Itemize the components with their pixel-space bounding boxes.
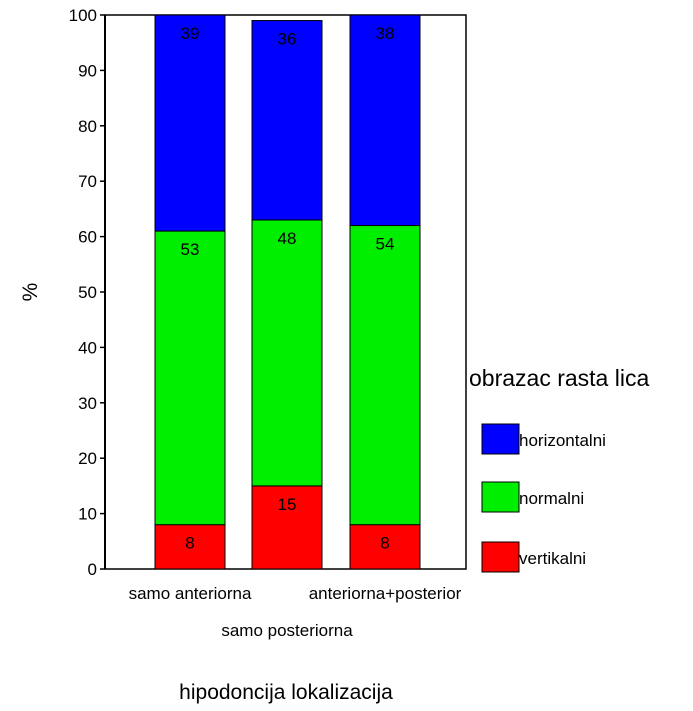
bar-segment-horizontalni: [349, 14, 421, 227]
x-category-label: anteriorna+posterior: [309, 584, 462, 603]
x-category-label: samo anteriorna: [129, 584, 252, 603]
data-label-horizontalni: 38: [376, 24, 395, 43]
y-tick-label: 90: [78, 61, 97, 80]
y-tick-label: 80: [78, 117, 97, 136]
bar-segment-normalni: [251, 219, 323, 487]
data-label-vertikalni: 8: [380, 534, 389, 553]
legend-swatch-horizontalni: [481, 423, 520, 455]
legend-label-normalni: normalni: [519, 489, 584, 508]
data-label-vertikalni: 15: [278, 495, 297, 514]
y-tick-label: 40: [78, 338, 97, 357]
legend-swatch-vertikalni: [481, 541, 520, 573]
bar-segment-horizontalni: [154, 14, 226, 232]
data-label-horizontalni: 36: [278, 30, 297, 49]
y-tick-label: 0: [88, 560, 97, 579]
data-label-normalni: 48: [278, 229, 297, 248]
data-label-vertikalni: 8: [185, 534, 194, 553]
y-tick-label: 100: [69, 6, 97, 25]
y-axis-title: %: [19, 283, 42, 302]
legend-label-horizontalni: horizontalni: [519, 431, 606, 450]
bars: [154, 14, 421, 570]
y-tick-label: 70: [78, 172, 97, 191]
y-tick-label: 50: [78, 283, 97, 302]
y-tick-label: 20: [78, 449, 97, 468]
legend-title: obrazac rasta lica: [469, 365, 649, 391]
y-tick-label: 60: [78, 228, 97, 247]
legend: obrazac rasta lica horizontalni normalni v…: [469, 365, 649, 573]
y-tick-label: 10: [78, 505, 97, 524]
x-category-label: samo posteriorna: [221, 621, 353, 640]
x-axis-labels: samo anteriorna samo posteriorna anteriorn…: [129, 584, 462, 640]
data-label-normalni: 54: [376, 235, 395, 254]
data-label-normalni: 53: [181, 240, 200, 259]
bar-segment-normalni: [349, 225, 421, 526]
y-tick-label: 30: [78, 394, 97, 413]
data-labels: 8 53 39 15 48 36 8 54 38: [181, 24, 395, 553]
y-axis-ticks: 0 10 20 30 40 50 60 70 80 90 100: [69, 6, 105, 579]
data-label-horizontalni: 39: [181, 24, 200, 43]
x-axis-title: hipodoncija lokalizacija: [179, 681, 393, 704]
bar-segment-horizontalni: [251, 20, 323, 221]
legend-swatch-normalni: [481, 481, 520, 513]
bar-segment-normalni: [154, 230, 226, 526]
legend-label-vertikalni: vertikalni: [519, 549, 586, 568]
